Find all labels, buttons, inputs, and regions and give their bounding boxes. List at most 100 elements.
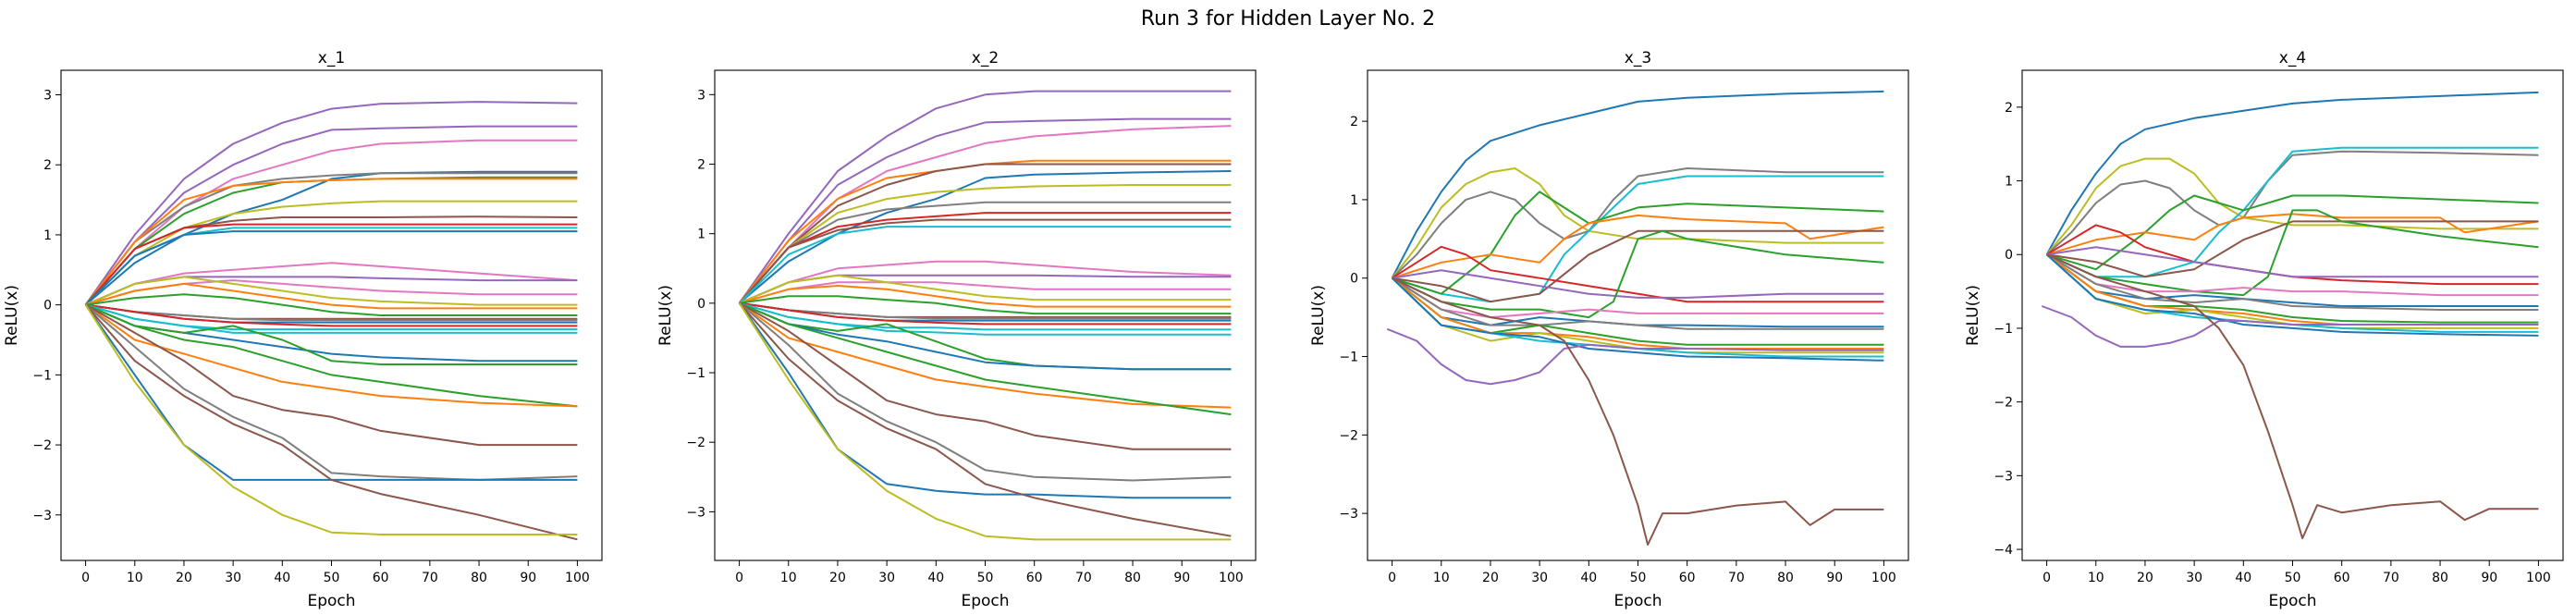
x-tick-label: 0: [735, 571, 743, 585]
y-tick-label: 0: [2005, 248, 2013, 263]
x-tick-label: 70: [1728, 571, 1745, 585]
series-line-20: [1392, 277, 1884, 546]
subplot-3: 0 10 20 30 40 50 60 70 80 90 100 −3 −2 −1 0 1 2 x_3 Epoch R…: [1309, 49, 1909, 610]
x-tick-label: 50: [2285, 571, 2301, 585]
y-tick-label: −2: [686, 436, 705, 450]
x-tick-label: 100: [1219, 571, 1244, 585]
series-line-18: [1391, 277, 1884, 362]
series-line-16: [1391, 277, 1884, 354]
x-tick-label: 80: [1124, 571, 1141, 585]
series-line-27: [739, 301, 1232, 416]
series-line-19: [1386, 327, 1884, 386]
series-line-13: [1392, 277, 1884, 330]
x-tick-label: 60: [1679, 571, 1696, 585]
series-line-3: [738, 125, 1232, 304]
x-axis-label: Epoch: [307, 592, 355, 610]
subplot-title: x_2: [972, 49, 999, 68]
y-tick-label: −4: [1993, 543, 2013, 558]
subplot-title: x_4: [2279, 49, 2306, 68]
x-tick-label: 0: [2042, 571, 2051, 585]
y-tick-label: 0: [1350, 272, 1358, 287]
x-tick-label: 50: [324, 571, 340, 585]
series-line-33: [84, 304, 578, 535]
y-tick-label: 0: [43, 299, 52, 314]
x-tick-label: 70: [2383, 571, 2399, 585]
y-tick-label: −3: [32, 509, 52, 523]
series-line-2: [738, 117, 1232, 304]
x-tick-label: 60: [2334, 571, 2350, 585]
series-line-9: [1392, 269, 1884, 299]
y-tick-label: −3: [686, 505, 705, 520]
series-line-3: [2045, 150, 2539, 255]
series-group: [1386, 90, 1884, 546]
y-axis-label: ReLU(x): [1964, 285, 1982, 346]
series-line-10: [738, 218, 1232, 304]
series-line-21: [739, 301, 1232, 326]
y-tick-label: −2: [32, 438, 52, 453]
x-tick-label: 60: [373, 571, 389, 585]
series-line-22: [85, 303, 578, 327]
series-line-9: [2046, 246, 2539, 278]
x-tick-label: 80: [1777, 571, 1794, 585]
x-tick-label: 0: [81, 571, 90, 585]
series-line-7: [738, 184, 1232, 304]
y-tick-label: 1: [1350, 193, 1358, 208]
y-tick-label: 2: [697, 157, 705, 172]
x-tick-label: 90: [520, 571, 536, 585]
series-line-19: [2041, 305, 2539, 348]
x-tick-label: 50: [1630, 571, 1647, 585]
y-tick-label: −3: [1993, 469, 2013, 484]
x-tick-label: 80: [2432, 571, 2448, 585]
x-tick-label: 90: [1173, 571, 1190, 585]
series-line-5: [738, 163, 1232, 304]
y-tick-label: 2: [43, 158, 52, 173]
subplot-2: 0 10 20 30 40 50 60 70 80 90 100 −3 −2 −1 0 1 2 3 x_2 Epoch…: [656, 49, 1257, 610]
series-line-7: [84, 178, 578, 306]
x-tick-label: 100: [565, 571, 590, 585]
x-tick-label: 30: [225, 571, 241, 585]
series-line-18: [2045, 253, 2539, 337]
series-line-26: [85, 303, 578, 365]
y-tick-label: 1: [2005, 175, 2013, 190]
x-tick-label: 50: [977, 571, 994, 585]
series-line-28: [85, 303, 578, 408]
series-line-8: [738, 201, 1232, 304]
series-line-5: [84, 172, 578, 306]
x-tick-label: 0: [1388, 571, 1396, 585]
series-line-5: [2046, 194, 2539, 271]
x-axis-label: Epoch: [2268, 592, 2316, 610]
y-tick-label: −3: [1339, 507, 1358, 522]
y-axis-label: ReLU(x): [656, 285, 675, 346]
x-tick-label: 90: [1826, 571, 1843, 585]
x-tick-label: 70: [1075, 571, 1092, 585]
series-line-6: [2046, 213, 2539, 256]
series-line-31: [84, 304, 578, 481]
x-tick-label: 100: [2526, 571, 2551, 585]
series-line-31: [738, 302, 1232, 537]
x-tick-label: 80: [471, 571, 487, 585]
series-line-15: [739, 274, 1232, 304]
series-line-32: [738, 302, 1232, 541]
series-line-2: [2045, 157, 2539, 255]
x-tick-label: 40: [927, 571, 944, 585]
series-line-29: [738, 302, 1232, 482]
x-axis-label: Epoch: [961, 592, 1009, 610]
subplot-title: x_1: [318, 49, 345, 68]
subplot-1: 0 10 20 30 40 50 60 70 80 90 100 −3 −2 −1 0 1 2 3 x_1 Epoch…: [3, 49, 603, 610]
series-line-3: [1391, 167, 1884, 279]
x-tick-label: 10: [127, 571, 143, 585]
x-tick-label: 90: [2481, 571, 2497, 585]
x-tick-label: 30: [1531, 571, 1548, 585]
y-tick-label: −1: [32, 368, 52, 383]
series-line-4: [1392, 175, 1884, 303]
series-line-1: [738, 90, 1232, 304]
series-line-16: [739, 285, 1232, 308]
series-line-25: [739, 301, 1232, 371]
series-line-23: [739, 301, 1232, 336]
series-line-12: [739, 260, 1232, 304]
figure-suptitle: Run 3 for Hidden Layer No. 2: [1141, 7, 1435, 31]
y-tick-label: 3: [697, 88, 705, 103]
series-line-6: [738, 170, 1232, 304]
series-line-11: [1392, 277, 1884, 319]
